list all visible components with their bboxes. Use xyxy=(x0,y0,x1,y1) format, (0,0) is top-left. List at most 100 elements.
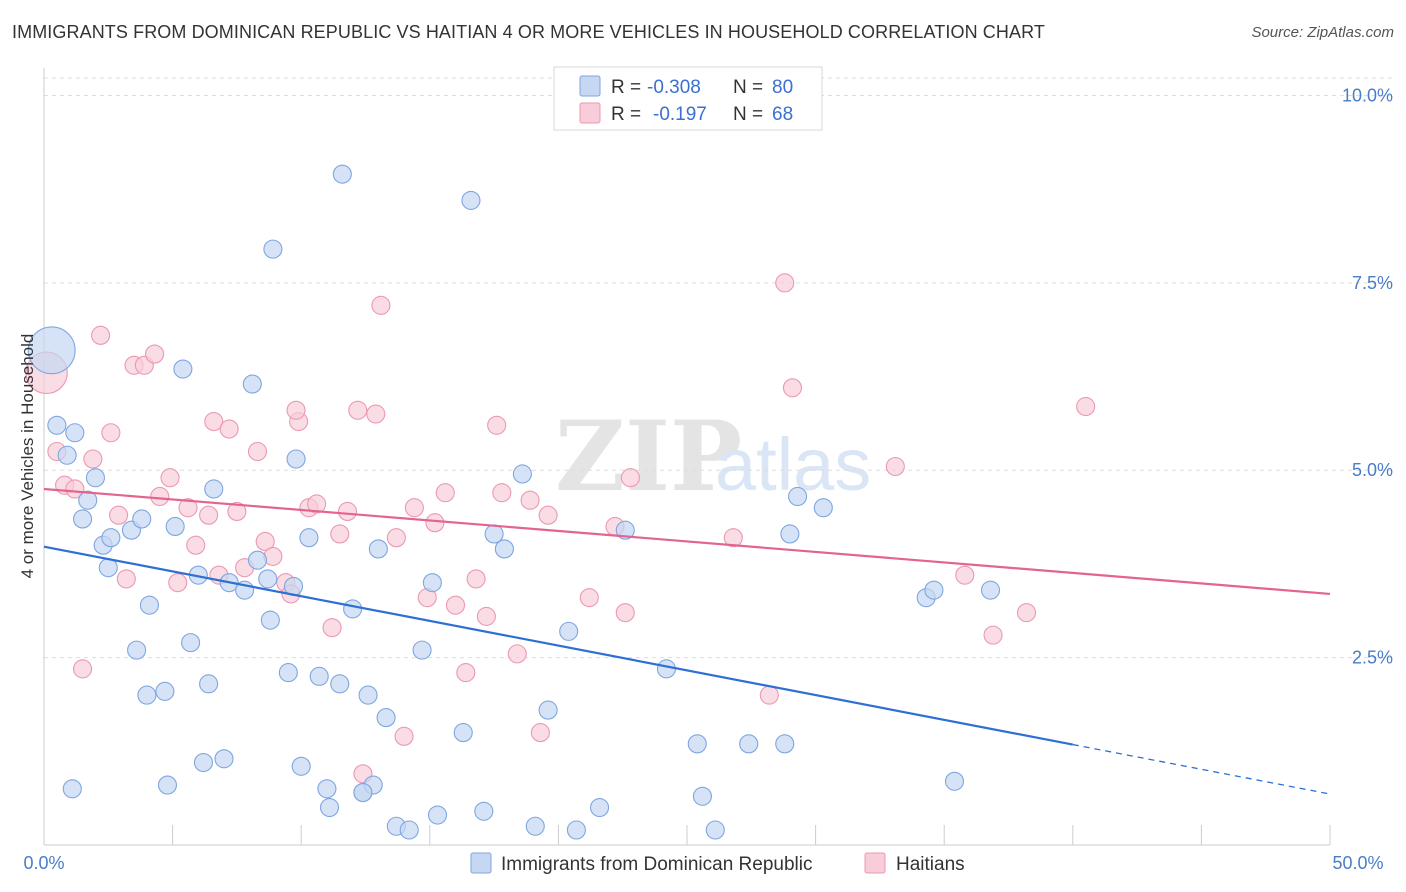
source-attribution: Source: ZipAtlas.com xyxy=(1251,24,1394,41)
dominican-point xyxy=(258,569,278,589)
y-tick-label: 10.0% xyxy=(1342,85,1393,105)
dominican-point xyxy=(399,820,419,840)
legend-n-value: 68 xyxy=(772,104,793,125)
dominican-point xyxy=(101,528,121,548)
haitians-point xyxy=(538,505,558,525)
haitians-trend-line xyxy=(43,487,1331,596)
dominican-point xyxy=(788,486,808,507)
dominican-point xyxy=(368,539,388,559)
dominican-point xyxy=(813,498,833,518)
haitians-point xyxy=(65,479,85,499)
haitians-point xyxy=(435,483,455,503)
haitians-point xyxy=(507,644,527,664)
dominican-point xyxy=(427,805,448,825)
watermark: ZIP atlas xyxy=(555,400,871,513)
legend-item-dominican-swatch xyxy=(470,852,492,874)
haitians-point xyxy=(73,659,93,679)
dominican-point xyxy=(319,797,340,818)
legend-r-label: R = xyxy=(611,77,641,98)
haitians-point xyxy=(1016,603,1037,623)
legend-r-value: -0.308 xyxy=(647,77,701,98)
haitians-point xyxy=(204,411,224,432)
dominican-point xyxy=(376,708,396,728)
haitians-point xyxy=(885,456,905,477)
dominican-point xyxy=(27,326,76,375)
dominican-point xyxy=(343,599,363,619)
dominican-point xyxy=(309,666,329,686)
dominican-point xyxy=(260,610,280,630)
dominican-point xyxy=(139,595,160,615)
haitians-point xyxy=(1076,396,1096,417)
trend-lines xyxy=(43,487,1331,795)
axes: 2.5% 5.0% 7.5% 10.0% xyxy=(43,68,1393,846)
haitians-point xyxy=(178,498,198,518)
series-legend: Immigrants from Dominican Republic Haiti… xyxy=(470,852,965,875)
dominican-point xyxy=(263,239,283,259)
dominican-point xyxy=(944,771,965,791)
y-tick-label: 2.5% xyxy=(1352,648,1393,668)
dominican-point xyxy=(173,359,193,379)
dominican-trend-line xyxy=(43,545,1074,746)
y-tick-label: 7.5% xyxy=(1352,273,1393,293)
haitians-point xyxy=(782,378,803,398)
dominican-point xyxy=(137,685,157,705)
haitians-point xyxy=(492,483,512,503)
y-axis-title: 4 or more Vehicles in Household xyxy=(18,334,37,579)
haitians-point xyxy=(337,501,358,522)
haitians-point xyxy=(145,344,165,364)
legend-n-value: 80 xyxy=(772,77,793,98)
dominican-point xyxy=(155,681,175,701)
legend-item-haitians: Haitians xyxy=(896,854,965,875)
haitians-point xyxy=(348,400,368,420)
dominican-trend-extension xyxy=(1072,743,1331,795)
haitians-point xyxy=(186,535,206,555)
haitians-point xyxy=(91,325,111,345)
dominican-points xyxy=(27,164,1001,840)
legend-r-value: -0.197 xyxy=(653,104,707,125)
haitians-point xyxy=(116,569,136,589)
haitians-point xyxy=(579,588,599,608)
haitians-point xyxy=(759,685,779,705)
legend-swatch-blue xyxy=(579,75,601,97)
dominican-point xyxy=(538,700,558,720)
dominican-point xyxy=(412,640,432,660)
haitians-point xyxy=(83,449,103,469)
dominican-point xyxy=(590,797,610,818)
dominican-point xyxy=(193,753,214,773)
dominican-point xyxy=(494,539,514,559)
x-tick-label-max: 50.0% xyxy=(1332,853,1383,873)
legend-n-label: N = xyxy=(733,77,763,98)
haitians-point xyxy=(394,726,414,746)
dominican-point xyxy=(47,415,67,435)
x-tick-label-min: 0.0% xyxy=(23,853,64,873)
dominican-point xyxy=(85,468,105,488)
dominican-point xyxy=(247,550,268,570)
dominican-point xyxy=(775,734,795,754)
dominican-point xyxy=(286,449,306,469)
dominican-point xyxy=(656,659,676,679)
dominican-point xyxy=(358,685,378,705)
legend-n-label: N = xyxy=(733,104,763,125)
haitians-point xyxy=(723,528,743,548)
dominican-point xyxy=(780,524,800,544)
haitians-point xyxy=(227,501,247,522)
dominican-point xyxy=(461,190,481,210)
haitians-point xyxy=(109,505,129,525)
haitians-point xyxy=(425,513,445,533)
haitians-point xyxy=(615,603,635,623)
dominican-point xyxy=(422,573,442,593)
dominican-point xyxy=(157,775,178,795)
dominican-point xyxy=(57,445,77,465)
dominican-point xyxy=(181,633,201,653)
haitians-point xyxy=(445,595,466,615)
haitians-points xyxy=(25,273,1096,784)
dominican-point xyxy=(65,423,85,443)
dominican-point xyxy=(127,640,147,660)
dominican-point xyxy=(291,756,311,776)
haitians-point xyxy=(983,625,1003,645)
dominican-point xyxy=(214,749,234,769)
dominican-point xyxy=(165,516,185,537)
legend-item-dominican: Immigrants from Dominican Republic xyxy=(501,854,813,875)
dominican-point xyxy=(353,782,373,803)
dominican-point xyxy=(739,734,759,754)
